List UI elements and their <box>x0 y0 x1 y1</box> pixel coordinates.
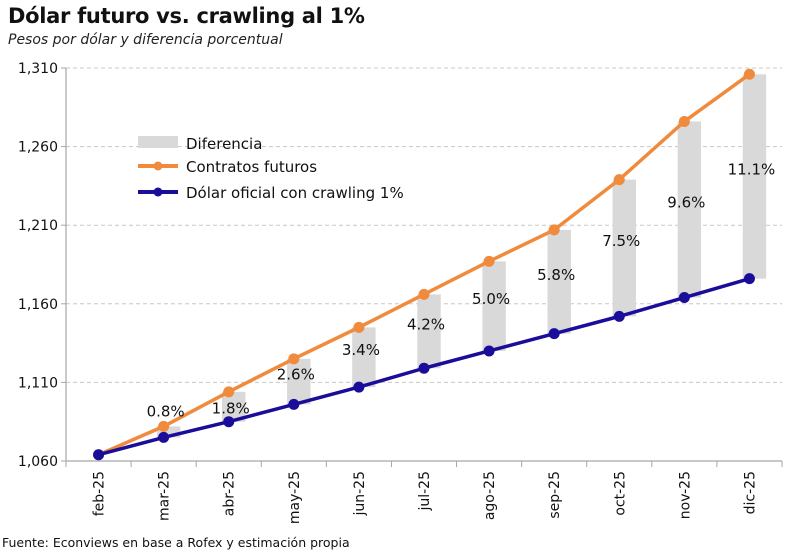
legend-label-oficial: Dólar oficial con crawling 1% <box>186 184 404 202</box>
oficial-point <box>483 345 495 357</box>
difference-label: 7.5% <box>602 232 640 250</box>
difference-bars <box>156 74 767 438</box>
oficial-point <box>158 431 170 443</box>
oficial-point <box>418 362 430 374</box>
oficial-point <box>93 449 105 461</box>
difference-label: 4.2% <box>407 315 445 333</box>
difference-bar <box>352 327 376 388</box>
x-tick-label: jun-25 <box>352 471 368 517</box>
y-tick-label: 1,060 <box>18 454 58 470</box>
difference-bar <box>677 121 702 298</box>
difference-label: 5.0% <box>472 290 510 308</box>
x-tick-label: abr-25 <box>222 471 238 516</box>
legend-marker-oficial <box>153 187 163 197</box>
y-tick-label: 1,210 <box>18 218 58 234</box>
futuros-point <box>548 224 560 236</box>
axes: 1,060 1,110 1,160 1,210 1,260 1,310 feb-25 mar-… <box>18 61 783 524</box>
difference-label: 11.1% <box>728 160 776 178</box>
x-tick-label: oct-25 <box>612 471 628 516</box>
data-labels: 0.8% 1.8% 2.6% 3.4% 4.2% 5.0% 5.8% 7.5% 9.6% 11.1… <box>147 160 776 420</box>
difference-label: 1.8% <box>212 400 250 418</box>
oficial-point <box>353 381 365 393</box>
futuros-point <box>353 321 365 333</box>
x-tick-label: ago-25 <box>482 471 498 520</box>
oficial-point <box>223 416 235 428</box>
x-tick-label: may-25 <box>287 471 303 524</box>
futuros-point <box>678 115 690 127</box>
oficial-point <box>548 328 560 340</box>
difference-label: 0.8% <box>147 402 185 420</box>
oficial-point <box>288 398 300 410</box>
oficial-point <box>678 292 690 304</box>
y-tick-label: 1,160 <box>18 297 58 313</box>
difference-label: 9.6% <box>667 193 705 211</box>
y-tick-label: 1,310 <box>18 61 58 77</box>
futuros-point <box>223 386 235 398</box>
x-tick-label: mar-25 <box>157 471 173 521</box>
legend-marker-futuros <box>153 161 163 171</box>
x-tick-label: dic-25 <box>742 471 758 514</box>
futuros-point <box>158 420 170 432</box>
difference-label: 3.4% <box>342 341 380 359</box>
futuros-point <box>743 68 755 80</box>
futuros-line <box>97 72 751 457</box>
difference-bar <box>417 294 441 369</box>
y-tick-label: 1,260 <box>18 140 58 156</box>
oficial-point <box>743 273 755 285</box>
difference-label: 2.6% <box>277 366 315 384</box>
difference-bar <box>287 358 311 405</box>
x-tick-label: feb-25 <box>92 471 108 516</box>
x-tick-label: jul-25 <box>417 471 433 512</box>
difference-label: 5.8% <box>537 266 575 284</box>
difference-bar <box>612 179 636 317</box>
legend-label-futuros: Contratos futuros <box>186 158 317 176</box>
legend-label-diferencia: Diferencia <box>186 135 262 153</box>
series-lines <box>93 68 755 461</box>
futuros-point <box>483 255 495 267</box>
difference-bar <box>742 74 767 279</box>
difference-bar <box>222 391 246 422</box>
futuros-point <box>613 174 625 186</box>
x-tick-label: sep-25 <box>547 471 563 519</box>
chart-subtitle: Pesos por dólar y diferencia porcentual <box>8 32 283 48</box>
chart-title: Dólar futuro vs. crawling al 1% <box>8 4 365 28</box>
futuros-point <box>418 288 430 300</box>
y-tick-label: 1,110 <box>18 375 58 391</box>
futuros-point <box>288 353 300 365</box>
x-tick-label: nov-25 <box>677 471 693 519</box>
source-note: Fuente: Econviews en base a Rofex y esti… <box>2 535 350 550</box>
difference-bar <box>547 229 571 334</box>
legend: Diferencia Contratos futuros Dólar ofici… <box>138 135 404 202</box>
difference-bar <box>482 261 506 351</box>
legend-swatch-diferencia <box>138 136 178 148</box>
oficial-point <box>613 310 625 322</box>
difference-bar <box>156 426 181 438</box>
